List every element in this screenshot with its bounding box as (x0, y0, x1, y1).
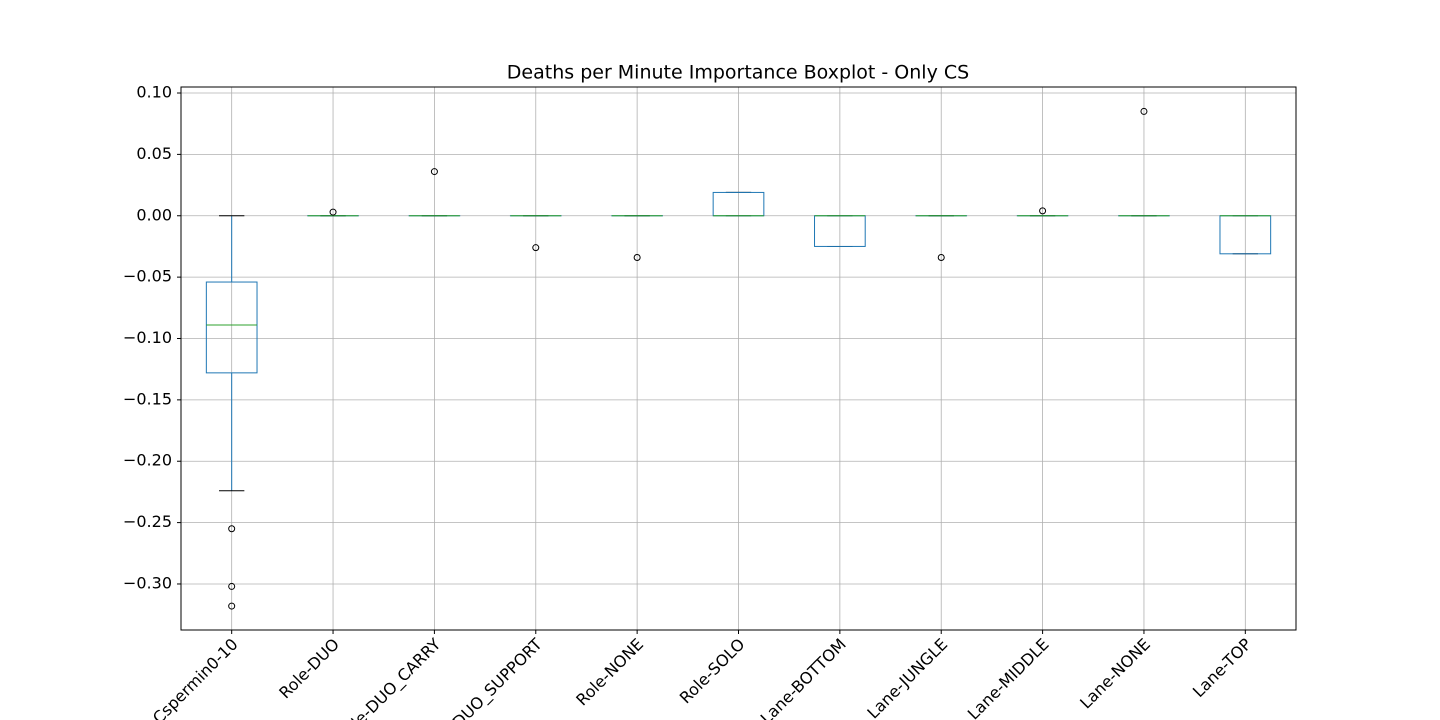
outlier (430, 168, 438, 176)
x-tick-label: Lane-NONE (1076, 635, 1154, 713)
outlier (228, 525, 236, 533)
x-tick-label: Cspermin0-10 (149, 635, 242, 720)
outlier (1039, 207, 1047, 215)
x-tick-label: Role-SOLO (676, 635, 749, 708)
outlier (228, 582, 236, 590)
x-tick-label: Lane-MIDDLE (964, 635, 1053, 720)
y-tick-label: −0.05 (123, 267, 172, 286)
outlier (329, 208, 337, 216)
y-tick-label: −0.15 (123, 389, 172, 408)
outlier (228, 602, 236, 610)
y-tick-label: 0.00 (136, 205, 172, 224)
chart-title: Deaths per Minute Importance Boxplot - O… (507, 62, 969, 84)
y-tick-label: 0.05 (136, 144, 172, 163)
outlier (1140, 107, 1148, 115)
y-tick-label: −0.30 (123, 573, 172, 592)
plot (205, 107, 1272, 610)
x-tick-label: Lane-TOP (1189, 634, 1256, 701)
grid (181, 87, 1296, 630)
x-tick-label: Lane-BOTTOM (757, 635, 850, 720)
y-tick-label: 0.10 (136, 83, 172, 102)
x-tick-label: Role-DUO (275, 635, 343, 703)
x-tick-label: Role-NONE (572, 635, 647, 710)
outlier (532, 244, 540, 252)
outlier (633, 253, 641, 261)
x-tick-label: Lane-JUNGLE (863, 635, 951, 720)
y-tick-label: −0.10 (123, 328, 172, 347)
box (205, 281, 258, 374)
x-tick-label: Role-DUO_CARRY (333, 634, 445, 720)
outlier (937, 253, 945, 261)
y-tick-label: −0.20 (123, 451, 172, 470)
y-tick-label: −0.25 (123, 512, 172, 531)
